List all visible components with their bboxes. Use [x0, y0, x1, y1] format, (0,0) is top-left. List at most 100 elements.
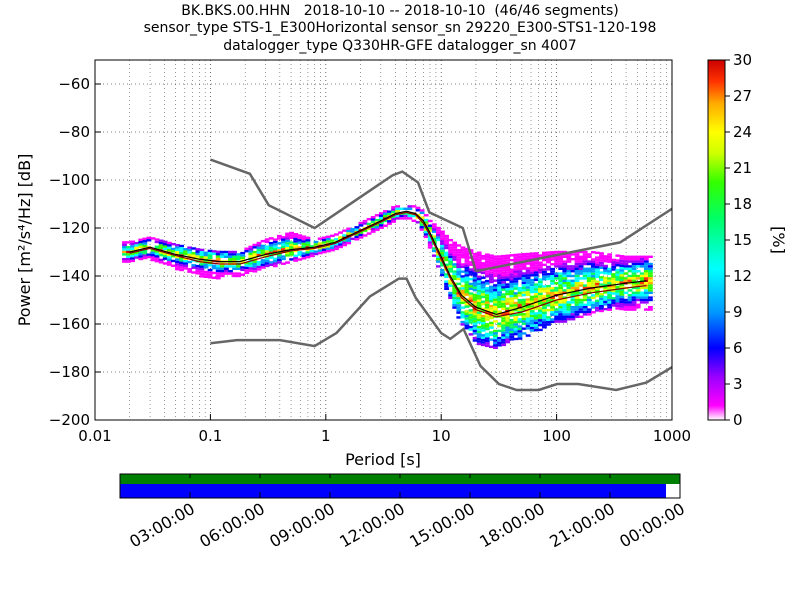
- heatmap-cell: [472, 252, 478, 256]
- heatmap-cell: [480, 307, 486, 311]
- heatmap-cell: [611, 265, 617, 269]
- heatmap-cell: [562, 313, 568, 316]
- heatmap-cell: [452, 263, 458, 266]
- heatmap-cell: [611, 273, 617, 276]
- heatmap-cell: [382, 210, 388, 213]
- heatmap-cell: [460, 263, 466, 266]
- heatmap-cell: [391, 220, 396, 223]
- heatmap-cell: [525, 279, 531, 282]
- heatmap-cell: [546, 258, 551, 261]
- heatmap-cell: [599, 283, 604, 286]
- heatmap-cell: [509, 268, 515, 271]
- heatmap-cell: [272, 240, 278, 244]
- heatmap-cell: [546, 275, 551, 278]
- heatmap-cell: [542, 287, 547, 291]
- heatmap-cell: [554, 310, 560, 314]
- heatmap-cell: [603, 300, 608, 304]
- heatmap-cell: [582, 255, 588, 258]
- heatmap-cell: [513, 258, 519, 261]
- heatmap-cell: [619, 295, 625, 299]
- heatmap-cell: [574, 308, 580, 311]
- heatmap-cell: [505, 273, 511, 277]
- heatmap-cell: [603, 288, 608, 292]
- heatmap-cell: [501, 338, 507, 342]
- heatmap-cell: [509, 258, 515, 262]
- heatmap-cell: [448, 243, 454, 247]
- heatmap-cell: [301, 242, 307, 246]
- heatmap-cell: [509, 335, 515, 339]
- heatmap-cell: [509, 330, 515, 334]
- heatmap-cell: [595, 273, 600, 276]
- heatmap-cell: [639, 291, 645, 294]
- heatmap-cell: [513, 296, 519, 300]
- heatmap-cell: [472, 332, 478, 335]
- heatmap-cell: [297, 236, 303, 240]
- heatmap-cell: [272, 260, 278, 263]
- heatmap-cell: [423, 221, 429, 224]
- heatmap-cell: [603, 271, 608, 275]
- heatmap-cells: [122, 205, 653, 350]
- heatmap-cell: [289, 250, 295, 254]
- heatmap-cell: [338, 243, 343, 246]
- heatmap-cell: [554, 291, 560, 294]
- heatmap-cell: [476, 325, 482, 329]
- heatmap-cell: [525, 255, 531, 258]
- heatmap-cell: [562, 284, 568, 287]
- heatmap-cell: [533, 261, 539, 265]
- heatmap-cell: [175, 246, 180, 249]
- heatmap-cell: [501, 288, 507, 291]
- heatmap-cell: [484, 308, 490, 312]
- heatmap-cell: [476, 313, 482, 317]
- heatmap-cell: [603, 281, 608, 284]
- heatmap-cell: [460, 301, 466, 305]
- heatmap-cell: [570, 306, 576, 309]
- heatmap-cell: [603, 295, 608, 299]
- heatmap-cell: [521, 291, 527, 294]
- heatmap-cell: [586, 270, 592, 273]
- heatmap-cell: [228, 272, 233, 275]
- heatmap-cell: [509, 314, 515, 317]
- heatmap-cell: [154, 257, 160, 260]
- heatmap-cell: [301, 254, 307, 258]
- heatmap-cell: [635, 284, 641, 287]
- heatmap-cell: [529, 329, 535, 332]
- heatmap-cell: [521, 253, 527, 256]
- heatmap-cell: [607, 270, 613, 273]
- heatmap-cell: [264, 240, 270, 244]
- x-tick-label: 1: [321, 427, 331, 445]
- heatmap-cell: [517, 286, 523, 290]
- heatmap-cell: [554, 286, 560, 290]
- heatmap-cell: [623, 291, 629, 294]
- heatmap-cell: [472, 272, 478, 275]
- heatmap-cell: [607, 279, 613, 283]
- heatmap-cell: [599, 257, 604, 260]
- heatmap-cell: [521, 284, 527, 287]
- heatmap-cell: [452, 258, 458, 261]
- heatmap-cell: [464, 322, 470, 325]
- heatmap-cell: [460, 251, 466, 254]
- heatmap-cell: [590, 251, 596, 254]
- heatmap-cell: [627, 279, 633, 282]
- heatmap-cell: [574, 301, 580, 304]
- heatmap-cell: [517, 289, 523, 292]
- heatmap-cell: [590, 294, 596, 297]
- heatmap-cell: [464, 255, 470, 258]
- heatmap-cell: [484, 306, 490, 309]
- heatmap-cell: [643, 282, 649, 285]
- heatmap-cell: [505, 254, 511, 257]
- heatmap-cell: [546, 304, 551, 307]
- heatmap-cell: [236, 274, 242, 278]
- heatmap-cell: [252, 262, 258, 266]
- heatmap-cell: [305, 253, 311, 256]
- heatmap-cell: [199, 251, 205, 254]
- heatmap-cell: [370, 230, 376, 233]
- heatmap-cell: [456, 299, 462, 302]
- heatmap-cell: [472, 320, 478, 323]
- heatmap-cell: [648, 291, 653, 294]
- heatmap-cell: [578, 262, 584, 266]
- heatmap-cell: [578, 277, 584, 280]
- heatmap-cell: [448, 255, 454, 259]
- heatmap-cell: [480, 295, 486, 299]
- heatmap-cell: [619, 276, 625, 280]
- heatmap-cell: [203, 251, 209, 255]
